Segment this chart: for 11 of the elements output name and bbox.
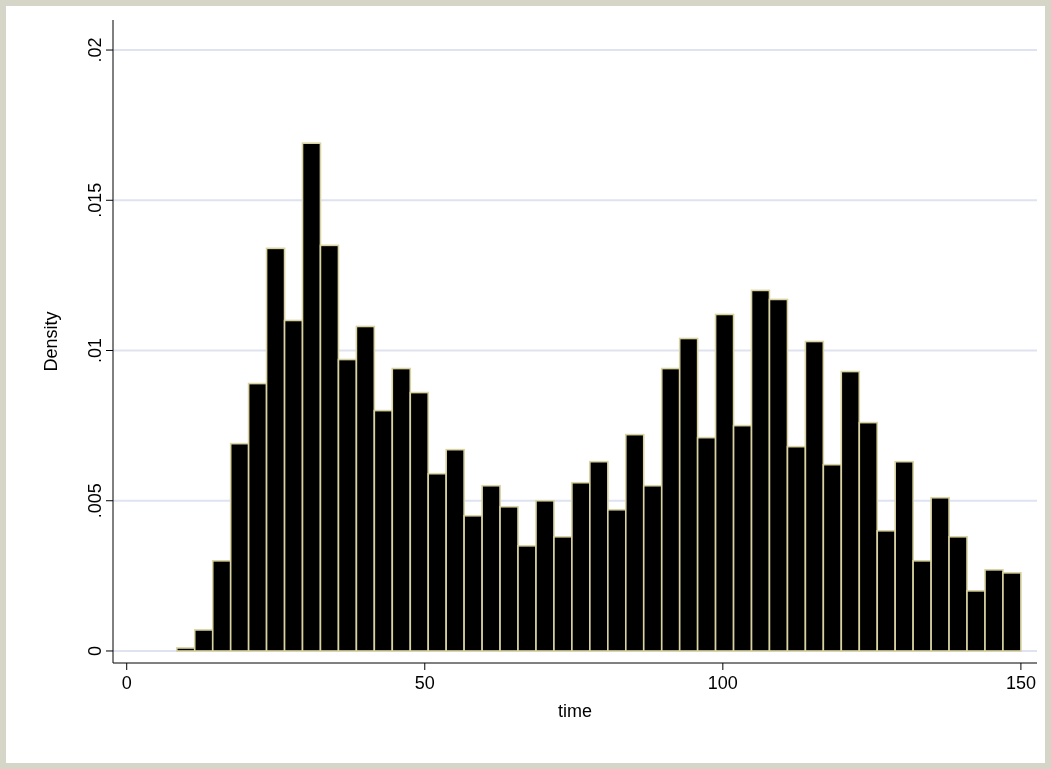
x-tick-label: 50 [414,673,435,693]
x-tick-label: 100 [707,673,738,693]
y-tick-label: .005 [85,483,105,519]
x-axis-title: time [557,701,593,721]
x-tick-label: 150 [1005,673,1036,693]
y-tick-label: .015 [85,182,105,218]
y-tick-label: .02 [85,37,105,63]
x-tick-label: 0 [121,673,132,693]
y-tick-label: .01 [85,338,105,364]
y-axis-title: Density [41,311,61,372]
y-tick-label: 0 [85,645,105,656]
